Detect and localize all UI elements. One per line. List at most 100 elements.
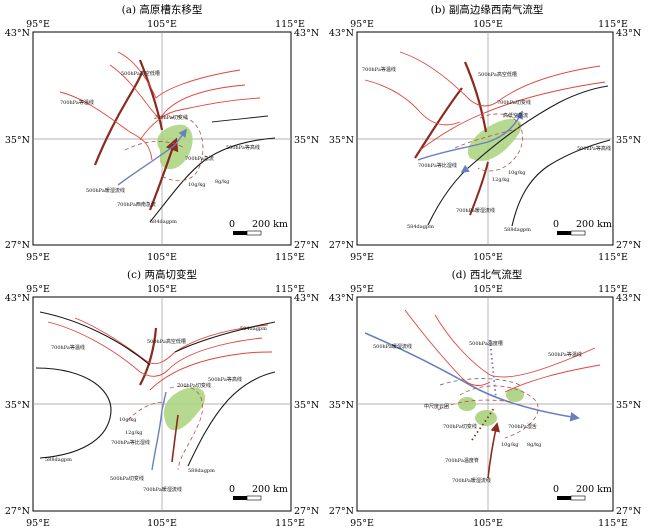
panel-a-lon-115-bottom: 115°E [275, 252, 305, 263]
panel-c-isotherm-1 [47, 321, 263, 377]
panel-a-dashed-2 [124, 141, 186, 151]
panel-b-lat-27-right: 27°N [616, 240, 641, 251]
panel-d-scale-zero: 0 [553, 484, 559, 495]
panel-b-jet [417, 110, 523, 161]
panel-a-scale-bar: 0 200 km [229, 219, 288, 236]
panel-b-dashed-1 [477, 113, 523, 172]
panel-c-dashed-2 [127, 401, 166, 421]
panel-d-cloud-2 [475, 410, 497, 426]
panel-b-lon-95: 95°E [350, 19, 374, 30]
panel-b-lat-35-right: 35°N [616, 135, 641, 146]
panel-b-title: (b) 副高边缘西南气流型 [431, 3, 544, 16]
panel-c-label-height: 500hPa等高线 [208, 376, 242, 383]
panel-c-dashed-1 [169, 385, 203, 471]
panel-b-lat-27: 27°N [329, 240, 354, 251]
panel-d-lon-105: 105°E [473, 284, 503, 295]
panel-d-label-isotherm: 500hPa等温线 [548, 351, 582, 358]
panel-c-trough [139, 327, 158, 386]
panel-d-label-flow500: 500hPa暖湿流线 [373, 343, 412, 350]
panel-c-title: (c) 两高切变型 [127, 268, 197, 281]
panel-d-dashed-2 [437, 399, 513, 411]
panel-a-trough-2 [138, 59, 164, 131]
panel-b-jet-2 [460, 164, 470, 173]
panel-b: (b) 副高边缘西南气流型 95°E 105°E 115°E 43°N 35°N… [329, 3, 641, 263]
panel-b-lat-43: 43°N [329, 28, 354, 39]
panel-c-isotherm-2 [74, 317, 269, 365]
panel-d: (d) 西北气流型 95°E 105°E 115°E 43°N 35°N 27°… [329, 268, 641, 529]
panel-b-scale-value: 200 km [576, 219, 612, 230]
panel-c-height-2 [174, 321, 276, 353]
panel-d-flow-700 [487, 422, 501, 479]
panel-b-label-moist: 700hPa等比湿线 [418, 162, 457, 169]
panel-a-flow [117, 128, 187, 186]
panel-a-lon-105-bottom: 105°E [147, 252, 177, 263]
panel-b-label-isotherm: 700hPa等温线 [362, 66, 396, 73]
panel-c-label-flow: 700hPa暖湿流线 [143, 486, 182, 493]
panel-d-lat-27: 27°N [329, 506, 354, 517]
panel-a-height-1 [149, 137, 276, 223]
panel-d-cloud-3 [506, 388, 524, 402]
panel-c-label-trough: 500hPa高空低槽 [147, 338, 186, 345]
panel-d-lon-115: 115°E [598, 284, 628, 295]
panel-b-label-588: 588dagpm [504, 227, 531, 233]
panel-b-trough-3 [469, 161, 489, 216]
panel-d-label-temp-trough: 500hPa温度槽 [469, 340, 503, 347]
panel-c-label-moist: 700hPa等比湿线 [111, 439, 150, 446]
panel-a-label-10g: 10g/kg [188, 182, 206, 188]
panel-d-isotherm-2 [434, 314, 596, 378]
panel-c-lat-35-right: 35°N [294, 400, 319, 411]
panel-d-title: (d) 西北气流型 [452, 268, 523, 281]
panel-c-lon-115: 115°E [275, 284, 305, 295]
panel-a-label-shear: 200hPa切变线 [154, 114, 188, 121]
panel-a-scale-zero: 0 [229, 219, 235, 230]
panel-c-label-588-left: 588dagpm [45, 457, 72, 463]
panel-a-label-height: 500hPa等高线 [226, 144, 260, 151]
panel-a-label-trough: 500hPa高空低槽 [121, 70, 160, 77]
panel-d-lat-35: 35°N [329, 400, 354, 411]
panel-c-label-shear500: 500hPa切变线 [110, 475, 144, 482]
panel-d-lat-27-right: 27°N [616, 506, 641, 517]
panel-c-lon-115-bottom: 115°E [275, 518, 305, 529]
panel-d-lat-43-right: 43°N [616, 293, 641, 304]
panel-a-lat-27: 27°N [5, 240, 30, 251]
panel-b-scale-bar: 0 200 km [553, 219, 612, 236]
panel-d-lon-95-bottom: 95°E [350, 518, 374, 529]
panel-b-lon-105-bottom: 105°E [473, 252, 503, 263]
panel-c-height-1 [39, 311, 151, 366]
panel-c-label-10g: 10g/kg [119, 417, 137, 423]
panel-a-lat-43-right: 43°N [294, 28, 319, 39]
panel-b-lon-115: 115°E [598, 19, 628, 30]
panel-a-trough-1 [93, 71, 144, 166]
panel-d-lat-35-right: 35°N [616, 400, 641, 411]
panel-c-lat-35: 35°N [5, 400, 30, 411]
panel-b-lon-115-bottom: 115°E [598, 252, 628, 263]
panel-d-lon-105-bottom: 105°E [473, 518, 503, 529]
panel-d-label-8g: 8g/kg [527, 442, 542, 448]
panel-c-lat-27: 27°N [5, 506, 30, 517]
panel-b-frame [356, 31, 614, 246]
panel-a-height-2 [211, 115, 269, 123]
panel-b-trough-1 [414, 87, 463, 159]
panel-a-label-isotherm: 700hPa等温线 [60, 99, 94, 106]
panel-b-lon-105: 105°E [473, 19, 503, 30]
panel-a-label-jet: 700hPa急流 [185, 155, 214, 162]
panel-a-lat-35: 35°N [5, 135, 30, 146]
panel-a-label-swjet: 700hPa西南急流 [117, 201, 156, 208]
panel-c-isotherm-3 [149, 351, 273, 391]
panel-a-isotherm-3 [117, 51, 241, 99]
panel-d-dashed-1 [459, 385, 539, 439]
panel-c-scale-zero: 0 [229, 484, 235, 495]
panel-d-scale-bar: 0 200 km [553, 484, 612, 501]
panel-d-lat-43: 43°N [329, 293, 354, 304]
panel-c-trough-2 [171, 414, 179, 463]
panel-a-label-8g: 8g/kg [215, 179, 230, 185]
panel-a-lon-95: 95°E [26, 19, 50, 30]
panel-c-label-588-right: 588dagpm [188, 468, 215, 474]
panel-c-lat-43-right: 43°N [294, 293, 319, 304]
panel-d-lon-115-bottom: 115°E [598, 518, 628, 529]
panel-b-isotherm-2 [399, 51, 601, 107]
panel-c-height-3 [187, 371, 276, 467]
panel-c-lon-105-bottom: 105°E [147, 518, 177, 529]
panel-a-label-flow: 500hPa暖湿流线 [86, 187, 125, 194]
